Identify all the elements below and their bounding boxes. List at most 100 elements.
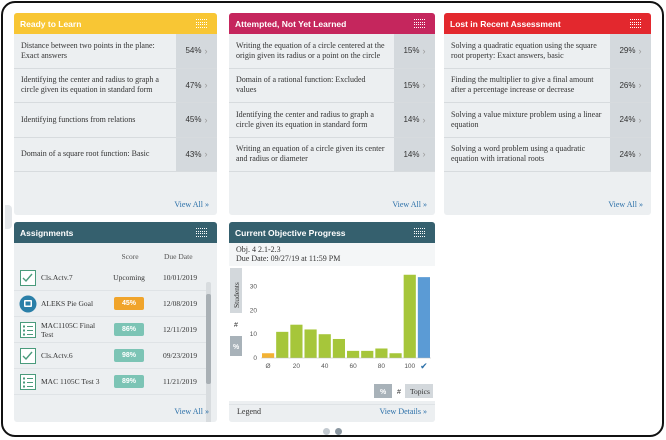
percent-tab[interactable] xyxy=(230,336,242,356)
assignment-name[interactable]: MAC1105C Final Test xyxy=(41,320,96,339)
objective-row[interactable]: Solving a value mixture problem using a … xyxy=(444,103,651,138)
assignment-score: Upcoming xyxy=(105,273,153,282)
objective-text: Identifying the center and radius to gra… xyxy=(21,75,159,95)
histogram-bar[interactable] xyxy=(304,329,317,358)
card-header: Attempted, Not Yet Learned xyxy=(229,13,435,34)
assignment-due-date: 12/11/2019 xyxy=(163,325,197,334)
assignment-row[interactable]: Cls.Actv.6 98% 09/23/2019 xyxy=(14,343,207,369)
count-toggle[interactable]: # xyxy=(397,389,401,396)
objective-list: Solving a quadratic equation using the s… xyxy=(444,34,651,172)
view-details-link[interactable]: View Details » xyxy=(379,407,427,416)
objective-text: Finding the multiplier to give a final a… xyxy=(451,75,594,95)
menu-icon[interactable] xyxy=(414,228,425,237)
objective-percent[interactable]: 26% › xyxy=(610,68,651,102)
page-dot-2[interactable] xyxy=(335,428,342,435)
objective-percent[interactable]: 15% › xyxy=(394,68,435,102)
histogram-bar[interactable] xyxy=(361,350,374,358)
menu-icon[interactable] xyxy=(196,19,207,28)
card-attempted-not-learned: Attempted, Not Yet Learned Writing the e… xyxy=(229,13,435,215)
objective-text: Solving a quadratic equation using the s… xyxy=(451,40,597,60)
histogram-bar[interactable] xyxy=(332,338,345,358)
assignment-row[interactable]: ALEKS Pie Goal 45% 12/08/2019 xyxy=(14,291,207,317)
view-all-link[interactable]: View All » xyxy=(174,200,209,209)
chevron-right-icon: › xyxy=(204,149,208,160)
view-all-link[interactable]: View All » xyxy=(392,200,427,209)
column-header-due: Due Date xyxy=(164,251,193,261)
test-icon xyxy=(19,321,37,339)
histogram-bar[interactable] xyxy=(262,353,275,358)
histogram-bar[interactable] xyxy=(318,334,331,358)
assignment-name[interactable]: Cls.Actv.6 xyxy=(41,351,73,360)
objective-percent[interactable]: 43% › xyxy=(176,137,217,171)
objective-percent[interactable]: 47% › xyxy=(176,68,217,102)
objective-row[interactable]: Writing an equation of a circle given it… xyxy=(229,137,435,172)
objective-row[interactable]: Identifying the center and radius to gra… xyxy=(14,68,217,103)
chevron-right-icon: › xyxy=(422,114,426,125)
chart-background xyxy=(229,266,435,401)
card-objective-progress: Current Objective Progress Obj. 4 2.1-2.… xyxy=(229,222,435,422)
objective-percent[interactable]: 14% › xyxy=(394,103,435,137)
assignment-name[interactable]: MAC 1105C Test 3 xyxy=(41,377,100,386)
percent-toggle[interactable] xyxy=(374,384,392,398)
objective-row[interactable]: Writing the equation of a circle centere… xyxy=(229,34,435,69)
objective-text: Domain of a rational function: Excluded … xyxy=(236,75,366,95)
progress-footer xyxy=(229,404,435,422)
objective-row[interactable]: Identifying the center and radius to gra… xyxy=(229,103,435,138)
assignments-scrollbar[interactable] xyxy=(206,282,211,422)
assignments-header-row: Score Due Date xyxy=(14,247,217,265)
menu-icon[interactable] xyxy=(414,19,425,28)
objective-row[interactable]: Domain of a square root function: Basic 4… xyxy=(14,137,217,172)
objective-row[interactable]: Solving a quadratic equation using the s… xyxy=(444,34,651,69)
objective-text: Identifying the center and radius to gra… xyxy=(236,109,374,129)
objective-row[interactable]: Finding the multiplier to give a final a… xyxy=(444,68,651,103)
histogram-bar[interactable] xyxy=(375,348,388,358)
assignment-due-date: 10/01/2019 xyxy=(163,273,198,282)
x-tick-label: 20 xyxy=(293,363,301,370)
scrollbar-thumb[interactable] xyxy=(206,294,211,384)
histogram-bar[interactable] xyxy=(403,274,416,358)
objective-percent[interactable]: 45% › xyxy=(176,103,217,137)
objective-percent[interactable]: 24% › xyxy=(610,103,651,137)
assignment-row[interactable]: MAC 1105C Test 3 89% 11/21/2019 xyxy=(14,369,207,395)
objective-row[interactable]: Solving a word problem using a quadratic… xyxy=(444,137,651,172)
objective-text: Domain of a square root function: Basic xyxy=(21,149,150,159)
percent-value: 26% xyxy=(619,80,636,90)
view-all-link[interactable]: View All » xyxy=(174,407,209,416)
menu-icon[interactable] xyxy=(630,19,641,28)
histogram-bar[interactable] xyxy=(347,350,360,358)
students-tab[interactable] xyxy=(230,268,242,313)
objective-percent[interactable]: 14% › xyxy=(394,137,435,171)
menu-icon[interactable] xyxy=(196,228,207,237)
histogram-bar[interactable] xyxy=(389,353,402,358)
objective-percent[interactable]: 54% › xyxy=(176,34,217,68)
objective-percent[interactable]: 29% › xyxy=(610,34,651,68)
objective-row[interactable]: Domain of a rational function: Excluded … xyxy=(229,68,435,103)
count-toggle-label[interactable]: # xyxy=(234,322,238,329)
histogram-bar[interactable] xyxy=(417,277,430,358)
objective-percent[interactable]: 24% › xyxy=(610,137,651,171)
score-status: Upcoming xyxy=(113,273,145,282)
percent-value: 24% xyxy=(619,115,636,125)
objective-percent[interactable]: 15% › xyxy=(394,34,435,68)
view-all-link[interactable]: View All » xyxy=(608,200,643,209)
assignment-name[interactable]: ALEKS Pie Goal xyxy=(41,299,94,308)
side-drawer-handle[interactable] xyxy=(5,205,12,229)
assignment-row[interactable]: MAC1105C Final Test 86% 12/11/2019 xyxy=(14,317,207,343)
aleks-pie-icon xyxy=(19,295,37,313)
card-header: Assignments xyxy=(14,222,217,243)
assignment-score: 98% xyxy=(105,349,153,362)
page-dot-1[interactable] xyxy=(323,428,330,435)
assignment-row[interactable]: Cls.Actv.7 Upcoming 10/01/2019 xyxy=(14,265,207,291)
objective-row[interactable]: Distance between two points in the plane… xyxy=(14,34,217,69)
topics-toggle[interactable] xyxy=(405,384,433,398)
y-tick-label: 20 xyxy=(250,307,258,314)
objective-row[interactable]: Identifying functions from relations 45% › xyxy=(14,103,217,138)
histogram-bar[interactable] xyxy=(276,331,289,358)
histogram-bar[interactable] xyxy=(290,324,303,358)
card-ready-to-learn: Ready to Learn Distance between two poin… xyxy=(14,13,217,215)
objective-text: Writing an equation of a circle given it… xyxy=(236,144,385,164)
assignment-name[interactable]: Cls.Actv.7 xyxy=(41,273,73,282)
assignment-due-date: 11/21/2019 xyxy=(163,377,197,386)
legend-link[interactable]: Legend xyxy=(237,407,261,416)
percent-value: 43% xyxy=(185,149,202,159)
